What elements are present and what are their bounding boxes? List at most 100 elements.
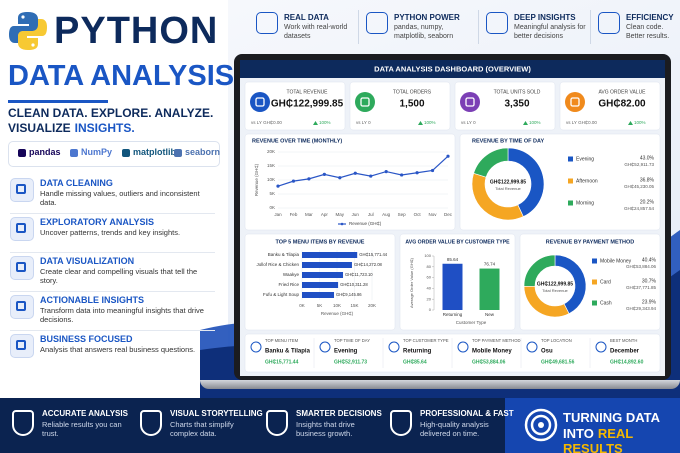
feature-title: BUSINESS FOCUSED [40, 334, 133, 344]
x-tick-label: Jun [352, 212, 360, 217]
feature-icon [10, 178, 34, 202]
bar [442, 263, 463, 310]
chart-title: REVENUE OVER TIME (MONTHLY) [252, 138, 342, 144]
value-label: 36.8% [640, 177, 655, 183]
donut-slice [523, 254, 556, 287]
amount-label: GH₵29,343.94 [626, 305, 657, 311]
donut-center-label: Total Revenue [542, 288, 568, 293]
separator [478, 10, 479, 44]
stat-value: Banku & Tilapia [265, 349, 311, 355]
kpi-change: 100% [319, 120, 331, 125]
highlight-icon [598, 12, 620, 34]
stat-amount: GH₵52,911.73 [334, 359, 367, 365]
slogan-box [505, 398, 680, 453]
benefit-icon [12, 410, 34, 436]
library-icon [122, 149, 130, 157]
tagline: CLEAN DATA. EXPLORE. ANALYZE. [8, 106, 214, 120]
stat-icon [595, 341, 607, 353]
x-tick-label: 10K [333, 303, 341, 308]
value-label: GH₵14,272.08 [354, 262, 383, 267]
donut-center-label: Total Revenue [495, 186, 521, 191]
stat-value: December [610, 349, 640, 355]
donut-center-value: GH₵122,999.85 [490, 179, 526, 185]
amount-label: GH₵52,911.73 [624, 161, 654, 167]
kpi-arrow [313, 121, 318, 125]
legend-swatch [340, 222, 344, 226]
value-label: GH₵15,771.44 [359, 252, 388, 257]
amount-label: GH₵37,771.85 [626, 284, 657, 290]
feature-glyph [16, 301, 26, 311]
kpi-comparison: vs LY GH₵0.00 [566, 119, 597, 125]
y-tick-label: 20 [427, 296, 432, 301]
kpi-change: 100% [529, 120, 541, 125]
tagline-line: VISUALIZE INSIGHTS. [8, 121, 135, 135]
x-tick-label: 0K [299, 303, 305, 308]
x-tick-label: Returning [443, 312, 463, 317]
legend-label: Afternoon [576, 178, 598, 184]
separator [10, 291, 215, 292]
x-tick-label: Apr [321, 212, 329, 217]
feature-text: Create clear and compelling visuals that… [40, 267, 198, 285]
feature-icon [10, 295, 34, 319]
kpi-change: 100% [424, 120, 436, 125]
donut-center-value: GH₵122,999.85 [537, 281, 573, 287]
kpi-value: 1,500 [399, 99, 424, 110]
stat-value: Osu [541, 349, 553, 355]
highlight-text: Work with real-world datasets [284, 24, 348, 40]
bar [479, 268, 500, 310]
kpi-label: TOTAL UNITS SOLD [494, 89, 541, 95]
stat-label: BEST MONTH [610, 338, 637, 343]
kpi-comparison: vs LY GH₵0.00 [251, 119, 282, 125]
highlight-text: Meaningful analysis for better decisions [514, 24, 586, 40]
x-tick-label: Oct [414, 212, 422, 217]
dashboard: DATA ANALYSIS DASHBOARD (OVERVIEW) TOTAL … [240, 60, 665, 376]
kpi-value: GH₵82.00 [598, 98, 646, 110]
line [277, 155, 449, 187]
kpi-arrow [418, 121, 423, 125]
x-axis-label: Customer Type [456, 320, 487, 325]
legend-label: Evening [576, 156, 594, 162]
stat-icon [388, 341, 400, 353]
point [384, 170, 388, 174]
stat-value: Returning [403, 349, 432, 355]
highlight-text: Clean code. Better results. [626, 24, 670, 40]
donut-slice [473, 147, 509, 178]
stat-amount: GH₵53,884.06 [472, 359, 506, 365]
stat-icon [457, 341, 469, 353]
y-axis-label: Revenue (GH₵) [253, 163, 259, 196]
point [400, 173, 404, 177]
legend-swatch [568, 156, 573, 162]
slogan-highlight: REAL RESULTS [563, 426, 633, 453]
dashboard-title: DATA ANALYSIS DASHBOARD (OVERVIEW) [374, 64, 531, 73]
library-name: seaborn [185, 147, 221, 157]
highlight-title: DEEP INSIGHTS [514, 13, 576, 22]
stat-amount: GH₵14,892.60 [610, 359, 644, 365]
x-tick-label: Sep [398, 212, 407, 217]
legend-swatch [592, 258, 597, 264]
legend-label: Morning [576, 200, 594, 206]
point [291, 179, 296, 183]
bar [302, 252, 358, 258]
stat-label: TOP TIME OF DAY [334, 338, 370, 343]
y-tick-label: 80 [427, 264, 432, 269]
feature-glyph [16, 340, 26, 350]
feature-icon [10, 256, 34, 280]
chart-title: REVENUE BY PAYMENT METHOD [546, 239, 635, 245]
library-icon [174, 149, 182, 157]
y-tick-label: 0 [429, 307, 432, 312]
subtitle: DATA ANALYSIS [8, 60, 235, 92]
feature-title: ACTIONABLE INSIGHTS [40, 295, 145, 305]
stat-label: TOP LOCATION [541, 338, 572, 343]
value-label: 43.0% [640, 155, 655, 161]
y-tick-label: Banku & Tilapia [268, 252, 300, 257]
stat-amount: GH₵85.64 [403, 359, 427, 365]
x-tick-label: Aug [382, 212, 391, 217]
y-tick-label: 60 [427, 275, 432, 280]
kpi-label: TOTAL ORDERS [393, 89, 432, 95]
benefit-title: ACCURATE ANALYSIS [42, 409, 128, 418]
benefit-text: Charts that simplify complex data. [170, 420, 234, 438]
amount-label: GH₵24,857.54 [624, 205, 655, 211]
x-tick-label: 5K [317, 303, 323, 308]
benefit-icon [390, 410, 412, 436]
point [307, 177, 311, 181]
